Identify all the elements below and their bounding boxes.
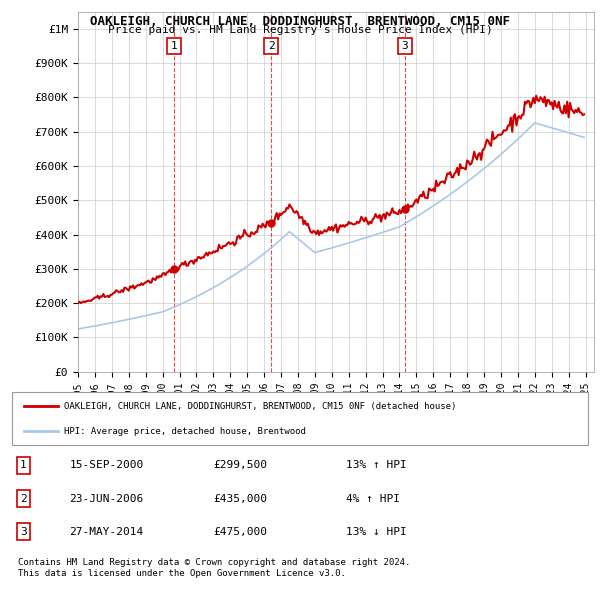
Text: 2: 2	[268, 41, 275, 51]
Text: 13% ↓ HPI: 13% ↓ HPI	[346, 527, 407, 537]
Text: 2: 2	[20, 494, 27, 503]
Text: 27-MAY-2014: 27-MAY-2014	[70, 527, 144, 537]
Text: £475,000: £475,000	[214, 527, 268, 537]
Text: HPI: Average price, detached house, Brentwood: HPI: Average price, detached house, Bren…	[64, 427, 306, 436]
Text: £299,500: £299,500	[214, 460, 268, 470]
Text: OAKLEIGH, CHURCH LANE, DODDINGHURST, BRENTWOOD, CM15 0NF (detached house): OAKLEIGH, CHURCH LANE, DODDINGHURST, BRE…	[64, 402, 456, 411]
Text: This data is licensed under the Open Government Licence v3.0.: This data is licensed under the Open Gov…	[18, 569, 346, 578]
Text: £435,000: £435,000	[214, 494, 268, 503]
Text: Price paid vs. HM Land Registry's House Price Index (HPI): Price paid vs. HM Land Registry's House …	[107, 25, 493, 35]
Text: 3: 3	[402, 41, 409, 51]
Text: 13% ↑ HPI: 13% ↑ HPI	[346, 460, 407, 470]
Text: Contains HM Land Registry data © Crown copyright and database right 2024.: Contains HM Land Registry data © Crown c…	[18, 558, 410, 566]
Text: 1: 1	[20, 460, 27, 470]
FancyBboxPatch shape	[12, 392, 588, 445]
Text: OAKLEIGH, CHURCH LANE, DODDINGHURST, BRENTWOOD, CM15 0NF: OAKLEIGH, CHURCH LANE, DODDINGHURST, BRE…	[90, 15, 510, 28]
Text: 4% ↑ HPI: 4% ↑ HPI	[346, 494, 400, 503]
Text: 15-SEP-2000: 15-SEP-2000	[70, 460, 144, 470]
Text: 23-JUN-2006: 23-JUN-2006	[70, 494, 144, 503]
Text: 1: 1	[170, 41, 177, 51]
Text: 3: 3	[20, 527, 27, 537]
